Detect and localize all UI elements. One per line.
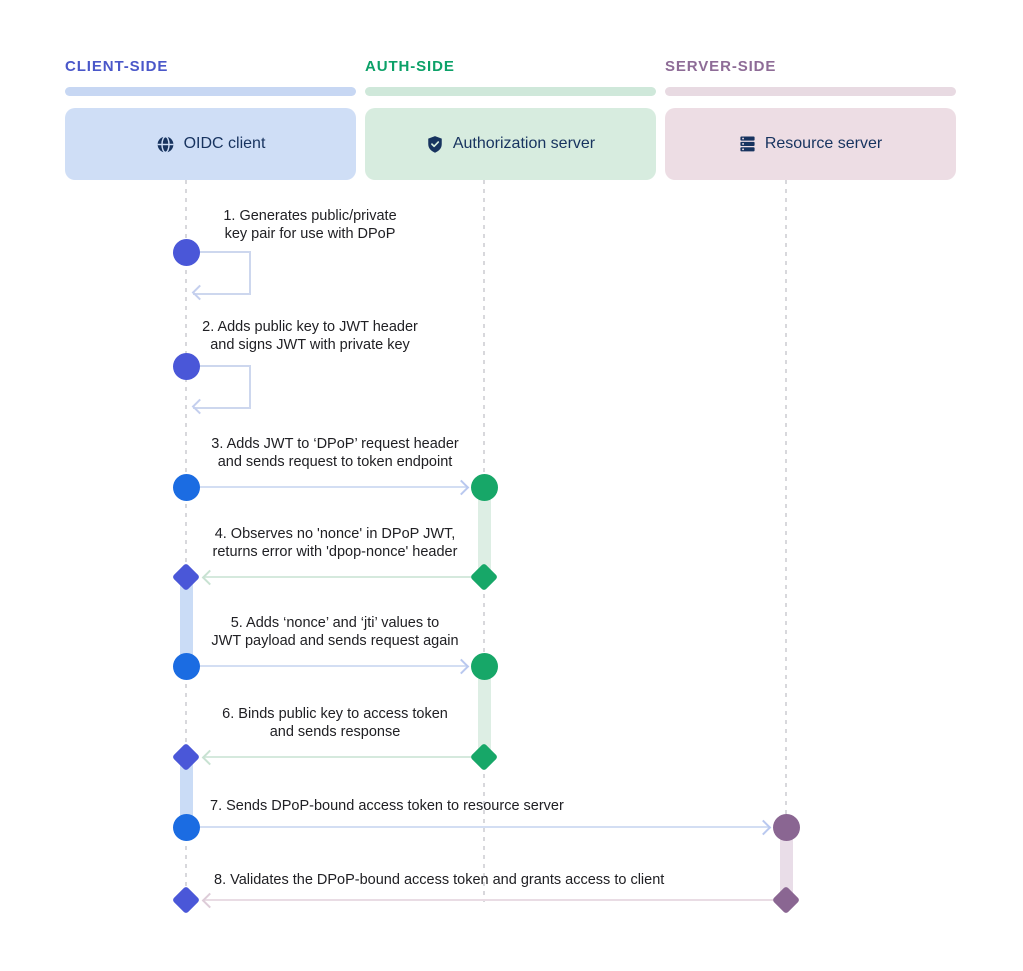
step-2-label: 2. Adds public key to JWT header and sig… <box>202 319 418 353</box>
node-auth-step-3 <box>470 473 498 501</box>
lane-bar-client <box>65 87 356 96</box>
arrow-step-6 <box>203 756 471 758</box>
node-auth-step-6 <box>469 742 499 772</box>
entity-label-authorization-server: Authorization server <box>452 135 596 152</box>
node-client-step-8 <box>171 885 201 915</box>
node-client-step-6 <box>171 742 201 772</box>
step-1-label: 1. Generates public/private key pair for… <box>223 208 397 242</box>
lane-label-client-side: CLIENT-SIDE <box>65 58 169 75</box>
node-server-step-7 <box>772 813 800 841</box>
node-client-step-2 <box>172 352 200 380</box>
arrowhead-step-5 <box>453 658 470 675</box>
arrow-step-8 <box>203 899 773 901</box>
step-7-label: 7. Sends DPoP-bound access token to reso… <box>210 798 564 814</box>
arrowhead-step-3 <box>453 479 470 496</box>
self-loop-step-2 <box>193 365 251 409</box>
globe-icon <box>156 135 175 154</box>
node-server-step-8 <box>771 885 801 915</box>
node-client-step-3 <box>172 473 200 501</box>
step-6-label: 6. Binds public key to access token and … <box>222 706 448 740</box>
step-3-label: 3. Adds JWT to ‘DPoP’ request header and… <box>211 436 459 470</box>
node-auth-step-4 <box>469 562 499 592</box>
arrow-step-4 <box>203 576 471 578</box>
arrowhead-step-4 <box>201 569 218 586</box>
activation-bar-auth-2 <box>477 666 491 758</box>
lane-label-auth-side: AUTH-SIDE <box>365 58 455 75</box>
entity-label-oidc-client: OIDC client <box>183 135 266 152</box>
server-stack-icon <box>739 135 756 153</box>
arrow-step-5 <box>196 665 468 667</box>
entity-label-resource-server: Resource server <box>764 135 883 152</box>
activation-bar-auth-1 <box>477 487 491 577</box>
lane-bar-server <box>665 87 956 96</box>
activation-bar-server-1 <box>779 827 793 901</box>
arrowhead-step-8 <box>201 892 218 909</box>
node-auth-step-5 <box>470 652 498 680</box>
lifeline-server <box>785 180 787 912</box>
node-client-step-5 <box>172 652 200 680</box>
arrow-step-7 <box>196 826 770 828</box>
entity-box-oidc-client: OIDC client <box>65 108 356 180</box>
lane-label-server-side: SERVER-SIDE <box>665 58 777 75</box>
self-loop-step-1 <box>193 251 251 295</box>
node-client-step-7 <box>172 813 200 841</box>
arrowhead-step-7 <box>755 819 772 836</box>
entity-box-resource-server: Resource server <box>665 108 956 180</box>
lifeline-client <box>185 180 187 912</box>
step-8-label: 8. Validates the DPoP-bound access token… <box>214 872 665 888</box>
step-5-label: 5. Adds ‘nonce’ and ‘jti’ values to JWT … <box>211 615 459 649</box>
activation-bar-client-2 <box>179 757 193 828</box>
entity-box-authorization-server: Authorization server <box>365 108 656 180</box>
activation-bar-client-1 <box>179 577 193 667</box>
step-4-label: 4. Observes no 'nonce' in DPoP JWT, retu… <box>212 526 458 560</box>
node-client-step-4 <box>171 562 201 592</box>
arrow-step-3 <box>196 486 468 488</box>
arrowhead-step-6 <box>201 749 218 766</box>
shield-check-icon <box>426 135 444 154</box>
lane-bar-auth <box>365 87 656 96</box>
node-client-step-1 <box>172 238 200 266</box>
